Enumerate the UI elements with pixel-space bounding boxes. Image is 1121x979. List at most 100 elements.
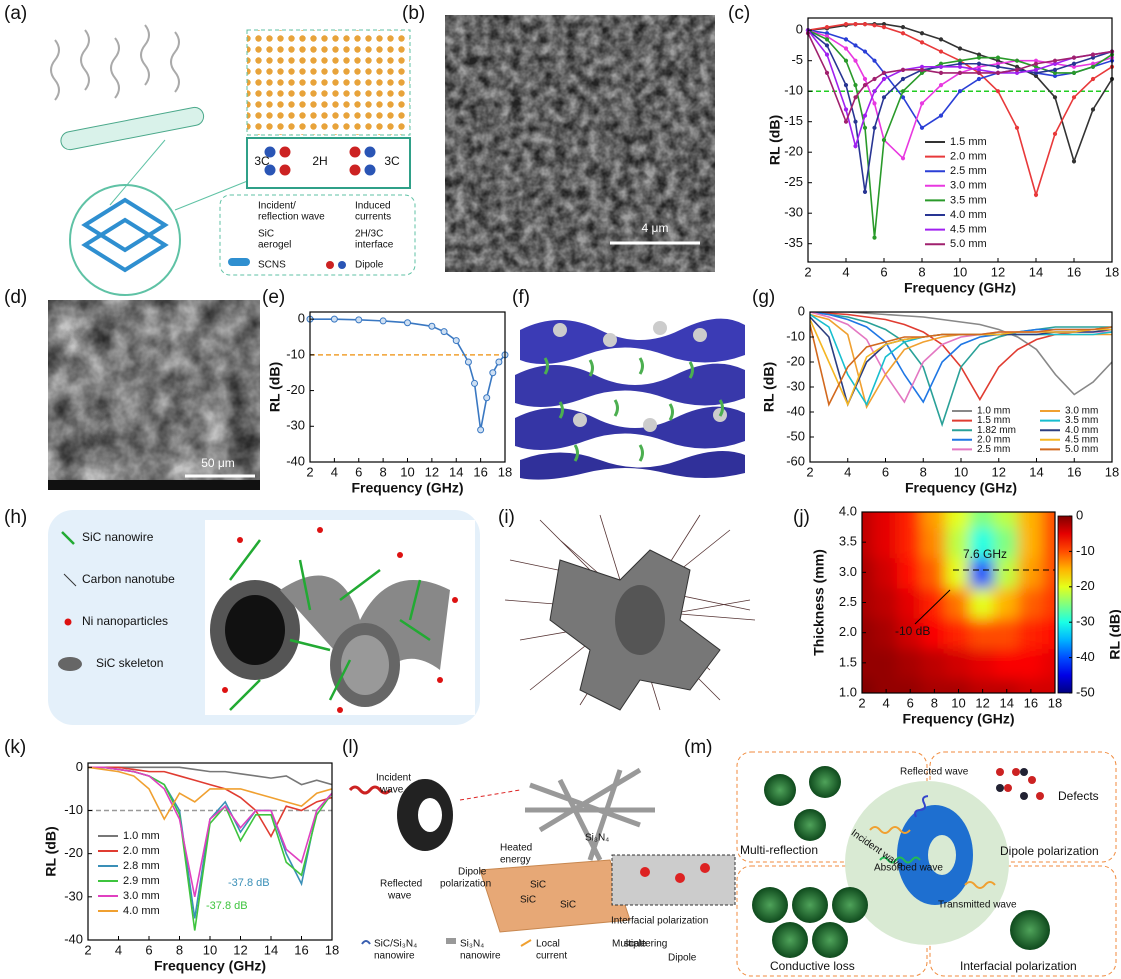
y-tick-label: -25 <box>784 174 803 189</box>
x-tick-label: 10 <box>203 942 217 957</box>
point <box>844 23 847 26</box>
panel-a-shape-shape <box>279 164 291 176</box>
panel-a-label: SCNS <box>258 260 286 271</box>
point <box>331 316 337 322</box>
x-tick-label: 2 <box>806 464 813 479</box>
legend-label: 3.0 mm <box>950 180 987 192</box>
x-tick-label: 6 <box>880 264 887 279</box>
x-tick-label: 12 <box>991 264 1005 279</box>
point <box>405 320 411 326</box>
heatmap-cell <box>1018 556 1044 588</box>
series-line <box>88 767 332 819</box>
point <box>844 38 847 41</box>
panel-labels-label: (e) <box>262 287 285 308</box>
panel-a-label: Incident/ <box>258 201 296 212</box>
panel-a-shape <box>338 261 346 269</box>
point <box>863 114 866 117</box>
panel-a-shape-shape <box>349 164 361 176</box>
panel-h-label: SiC skeleton <box>96 656 163 670</box>
y-axis-title: RL (dB) <box>43 826 59 876</box>
x-tick-label: 18 <box>1105 264 1119 279</box>
point <box>996 90 999 93</box>
y-tick-label: -35 <box>784 235 803 250</box>
panel-l-shape <box>362 941 370 944</box>
colorbar-tick-label: -10 <box>1076 543 1095 558</box>
point <box>863 50 866 53</box>
panel-l-shape <box>521 940 531 946</box>
x-tick-label: 6 <box>882 464 889 479</box>
panel-f-shape-shape <box>553 323 567 337</box>
heatmap-cells <box>849 496 1068 709</box>
series-line <box>810 312 1112 395</box>
point <box>1072 56 1075 59</box>
legend-label: 1.0 mm <box>123 830 160 842</box>
heatmap-cell <box>921 647 947 679</box>
heatmap-cell <box>873 526 899 558</box>
panel-i-shape <box>615 585 665 655</box>
x-axis-title: Frequency (GHz) <box>905 480 1017 496</box>
y-tick-label: -30 <box>786 378 805 393</box>
annotation: -10 dB <box>895 624 930 638</box>
heatmap-cell <box>897 526 923 558</box>
panel-h: SiC nanowire Carbon nanotube Ni nanopart… <box>48 510 480 725</box>
panel-l-label: polarization <box>440 879 491 890</box>
panel-labels-label: (m) <box>684 737 712 758</box>
panel-l-label: energy <box>500 855 531 866</box>
panel-l-label: Dipole <box>668 953 697 964</box>
x-tick-label: 18 <box>498 464 512 479</box>
point <box>854 145 857 148</box>
y-tick-label: -10 <box>784 83 803 98</box>
x-tick-label: 4 <box>331 464 338 479</box>
panel-m-label: Reflected wave <box>900 767 969 778</box>
point <box>484 395 490 401</box>
series-line <box>310 319 505 430</box>
x-tick-label: 12 <box>233 942 247 957</box>
panel-a-label: aerogel <box>258 240 291 251</box>
panel-m-shape-shape <box>812 922 848 958</box>
point <box>1072 71 1075 74</box>
panel-l-label: nanowire <box>460 951 501 962</box>
panel-h-shape-shape <box>452 597 458 603</box>
panel-l-label: Interfacial polarization <box>611 916 708 927</box>
panel-m-label: Multi-reflection <box>740 843 818 857</box>
legend-label: 3.0 mm <box>123 890 160 902</box>
panel-a-label: 3C <box>384 154 400 168</box>
y-tick-label: -50 <box>786 428 805 443</box>
point <box>472 380 478 386</box>
panel-h-shape-shape <box>397 552 403 558</box>
panel-m-shape-shape <box>1004 784 1012 792</box>
legend-label: 4.0 mm <box>950 209 987 221</box>
point <box>882 26 885 29</box>
panel-a-label: Induced <box>355 201 391 212</box>
point <box>939 65 942 68</box>
panel-m-shape-shape <box>809 766 841 798</box>
point <box>1072 160 1075 163</box>
point <box>441 329 447 335</box>
y-axis-title: RL (dB) <box>761 362 777 412</box>
point <box>996 71 999 74</box>
x-tick-label: 2 <box>804 264 811 279</box>
figure: 3C 2H 3C Incident/ reflection wave Induc… <box>0 0 1121 979</box>
point <box>854 120 857 123</box>
panel-m-shape-shape <box>1020 792 1028 800</box>
panel-l-shape <box>460 790 520 800</box>
panel-f <box>515 319 745 480</box>
point <box>882 71 885 74</box>
panel-m-label: Defects <box>1058 789 1099 803</box>
x-tick-label: 10 <box>953 264 967 279</box>
point <box>825 38 828 41</box>
panel-m-shape-shape <box>1036 792 1044 800</box>
point <box>844 108 847 111</box>
panel-a-label: Dipole <box>355 260 384 271</box>
point <box>1091 53 1094 56</box>
x-tick-label: 8 <box>176 942 183 957</box>
colorbar-tick-label: -40 <box>1076 649 1095 664</box>
panel-m-label: Transmitted wave <box>938 900 1017 911</box>
panel-a-label: 2H <box>312 154 327 168</box>
heatmap-cell <box>970 586 996 618</box>
panel-h-shape-shape <box>437 677 443 683</box>
annotation: -37.8 dB <box>206 900 248 912</box>
legend-label: 2.0 mm <box>950 151 987 163</box>
point <box>844 47 847 50</box>
y-tick-label: 4.0 <box>839 503 857 518</box>
